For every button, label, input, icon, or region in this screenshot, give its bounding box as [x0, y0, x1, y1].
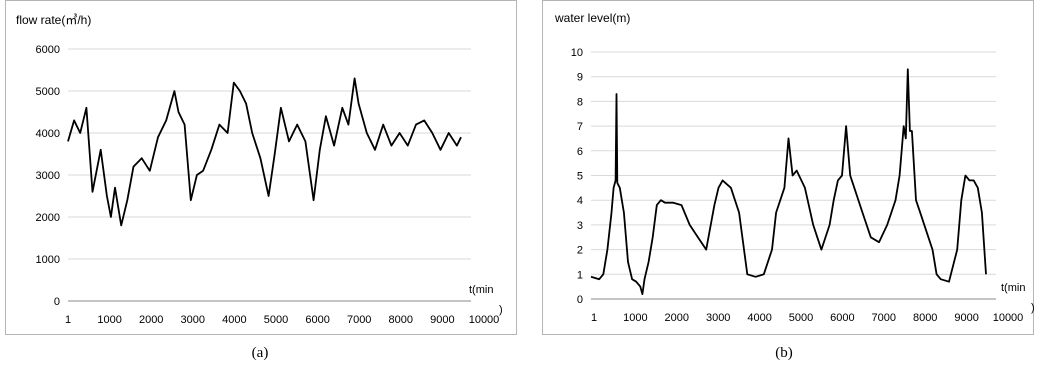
- y-tick-label: 6: [577, 146, 583, 158]
- x-tick-label: 7000: [872, 312, 896, 324]
- chart-a-title: flow rate(㎥/h): [16, 13, 92, 27]
- x-tick-label: 5000: [789, 312, 813, 324]
- x-tick-label: 9000: [430, 314, 454, 326]
- x-tick-label: 6000: [830, 312, 854, 324]
- chart-panel-b: water level(m) 0 1 2 3 4 5 6 7 8 9 10 1 1000 2000 3000…: [542, 0, 1035, 335]
- x-tick-label: 5000: [264, 314, 288, 326]
- x-tick-label: 7000: [347, 314, 371, 326]
- y-tick-label: 1000: [36, 254, 60, 266]
- x-tick-label: 1000: [97, 314, 121, 326]
- y-tick-label: 9: [577, 72, 583, 84]
- y-tick-label: 3: [577, 220, 583, 232]
- x-axis-label: t(min: [1001, 282, 1025, 294]
- x-axis-label-paren: ): [499, 304, 503, 316]
- chart-panel-a: flow rate(㎥/h) 0 1000 2000 3000 4000 5000 6000…: [5, 0, 517, 335]
- y-tick-label: 8: [577, 96, 583, 108]
- caption-b: (b): [775, 345, 793, 361]
- x-tick-label: 3000: [706, 312, 730, 324]
- chart-b-title: water level(m): [555, 11, 631, 25]
- x-axis-label: t(min: [469, 284, 493, 296]
- y-tick-label: 6000: [36, 44, 60, 56]
- x-tick-label: 8000: [913, 312, 937, 324]
- x-tick-label: 10000: [993, 312, 1024, 324]
- y-tick-label: 4: [577, 195, 583, 207]
- x-tick-label: 6000: [305, 314, 329, 326]
- y-tick-label: 5: [577, 171, 583, 183]
- series-line: [590, 68, 987, 296]
- y-tick-label: 0: [54, 296, 60, 308]
- y-tick-label: 3000: [36, 170, 60, 182]
- y-tick-label: 4000: [36, 128, 60, 140]
- x-tick-label: 9000: [954, 312, 978, 324]
- y-tick-label: 1: [577, 269, 583, 281]
- y-tick-label: 5000: [36, 86, 60, 98]
- y-tick-label: 2: [577, 245, 583, 257]
- x-tick-label: 3000: [181, 314, 205, 326]
- x-axis-label-paren: ): [1031, 302, 1035, 314]
- x-tick-label: 4000: [747, 312, 771, 324]
- y-tick-label: 7: [577, 121, 583, 133]
- x-tick-label: 4000: [222, 314, 246, 326]
- x-tick-label: 8000: [389, 314, 413, 326]
- x-tick-label: 1: [65, 314, 71, 326]
- series-line: [67, 77, 462, 227]
- x-tick-label: 2000: [139, 314, 163, 326]
- caption-a: (a): [251, 345, 269, 361]
- x-tick-label: 10000: [469, 314, 500, 326]
- y-tick-label: 2000: [36, 212, 60, 224]
- chart-a-plot: 0 1000 2000 3000 4000 5000 6000 1 1000 2000 3000 40…: [36, 44, 503, 326]
- y-tick-label: 10: [571, 47, 583, 59]
- x-tick-label: 1: [591, 312, 597, 324]
- x-tick-label: 1000: [623, 312, 647, 324]
- x-tick-label: 2000: [665, 312, 689, 324]
- y-tick-label: 0: [577, 294, 583, 306]
